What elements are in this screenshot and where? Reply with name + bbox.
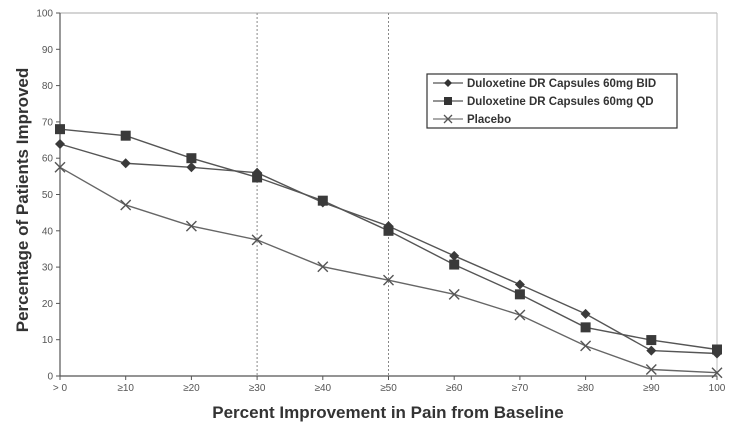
diamond-point bbox=[514, 279, 525, 290]
x-point bbox=[383, 274, 394, 286]
x-point bbox=[54, 161, 66, 173]
square-point bbox=[712, 344, 722, 355]
y-tick-label: 60 bbox=[42, 154, 54, 165]
x-point bbox=[580, 340, 592, 352]
y-tick-label: 10 bbox=[42, 335, 54, 346]
x-tick-label: ≥50 bbox=[380, 383, 397, 394]
y-tick-label: 70 bbox=[42, 117, 54, 128]
y-axis-title: Percentage of Patients Improved bbox=[13, 68, 32, 333]
x-axis: > 0 ≥10 ≥20 ≥30 ≥40 ≥50 ≥60 ≥70 ≥80 ≥90 100 bbox=[53, 375, 726, 394]
square-point bbox=[186, 153, 197, 164]
x-point bbox=[645, 363, 657, 375]
x-tick-label: ≥20 bbox=[183, 383, 200, 394]
x-tick-label: ≥80 bbox=[577, 383, 594, 394]
legend-box bbox=[426, 73, 678, 129]
x-axis-title: Percent Improvement in Pain from Baselin… bbox=[212, 403, 563, 422]
x-tick-label: > 0 bbox=[53, 383, 68, 394]
y-tick-label: 20 bbox=[42, 299, 54, 310]
legend-item-bid: Duloxetine DR Capsules 60mg BID bbox=[433, 78, 656, 90]
square-point bbox=[580, 322, 591, 333]
x-point bbox=[711, 367, 723, 379]
legend-label: Duloxetine DR Capsules 60mg BID bbox=[467, 78, 656, 90]
square-point bbox=[55, 124, 65, 135]
diamond-point bbox=[580, 308, 591, 319]
square-point bbox=[449, 259, 460, 270]
diamond-point bbox=[186, 162, 197, 173]
square-point bbox=[383, 225, 394, 236]
square-point bbox=[252, 172, 263, 183]
legend: Duloxetine DR Capsules 60mg BID Duloxeti… bbox=[426, 73, 678, 129]
y-tick-label: 80 bbox=[42, 81, 54, 92]
legend-item-qd: Duloxetine DR Capsules 60mg QD bbox=[433, 96, 654, 108]
diamond-point bbox=[646, 345, 657, 356]
series-x bbox=[54, 161, 723, 379]
y-tick-label: 0 bbox=[47, 372, 53, 383]
y-axis: 0 10 20 30 40 50 60 70 80 90 100 bbox=[36, 9, 61, 383]
square-point bbox=[317, 195, 328, 206]
x-point bbox=[317, 261, 329, 273]
square-point bbox=[514, 289, 525, 300]
x-point bbox=[120, 199, 132, 211]
x-tick-label: 100 bbox=[709, 383, 726, 394]
reference-lines bbox=[256, 13, 389, 376]
x-point bbox=[251, 234, 263, 246]
y-tick-label: 40 bbox=[42, 226, 54, 237]
diamond-marker-icon bbox=[444, 79, 452, 87]
x-tick-label: ≥40 bbox=[314, 383, 331, 394]
x-tick-label: ≥30 bbox=[249, 383, 266, 394]
x-marker-icon bbox=[443, 114, 453, 124]
x-point bbox=[185, 220, 197, 232]
square-marker-icon bbox=[444, 97, 452, 105]
y-tick-label: 90 bbox=[42, 45, 54, 56]
x-point bbox=[514, 309, 526, 321]
y-tick-label: 50 bbox=[42, 190, 54, 201]
diamond-point bbox=[120, 158, 131, 169]
diamond-point bbox=[55, 139, 65, 150]
series-group bbox=[54, 124, 723, 379]
legend-label: Duloxetine DR Capsules 60mg QD bbox=[467, 96, 654, 108]
x-tick-label: ≥90 bbox=[643, 383, 660, 394]
series-square bbox=[55, 124, 722, 355]
square-point bbox=[646, 335, 657, 346]
diamond-point bbox=[449, 250, 460, 261]
x-tick-label: ≥70 bbox=[512, 383, 529, 394]
x-point bbox=[448, 288, 460, 300]
x-tick-label: ≥10 bbox=[117, 383, 134, 394]
x-tick-label: ≥60 bbox=[446, 383, 463, 394]
legend-label: Placebo bbox=[467, 114, 511, 126]
legend-item-placebo: Placebo bbox=[433, 114, 511, 126]
y-tick-label: 30 bbox=[42, 263, 54, 274]
square-point bbox=[120, 130, 131, 141]
y-tick-label: 100 bbox=[36, 9, 53, 20]
